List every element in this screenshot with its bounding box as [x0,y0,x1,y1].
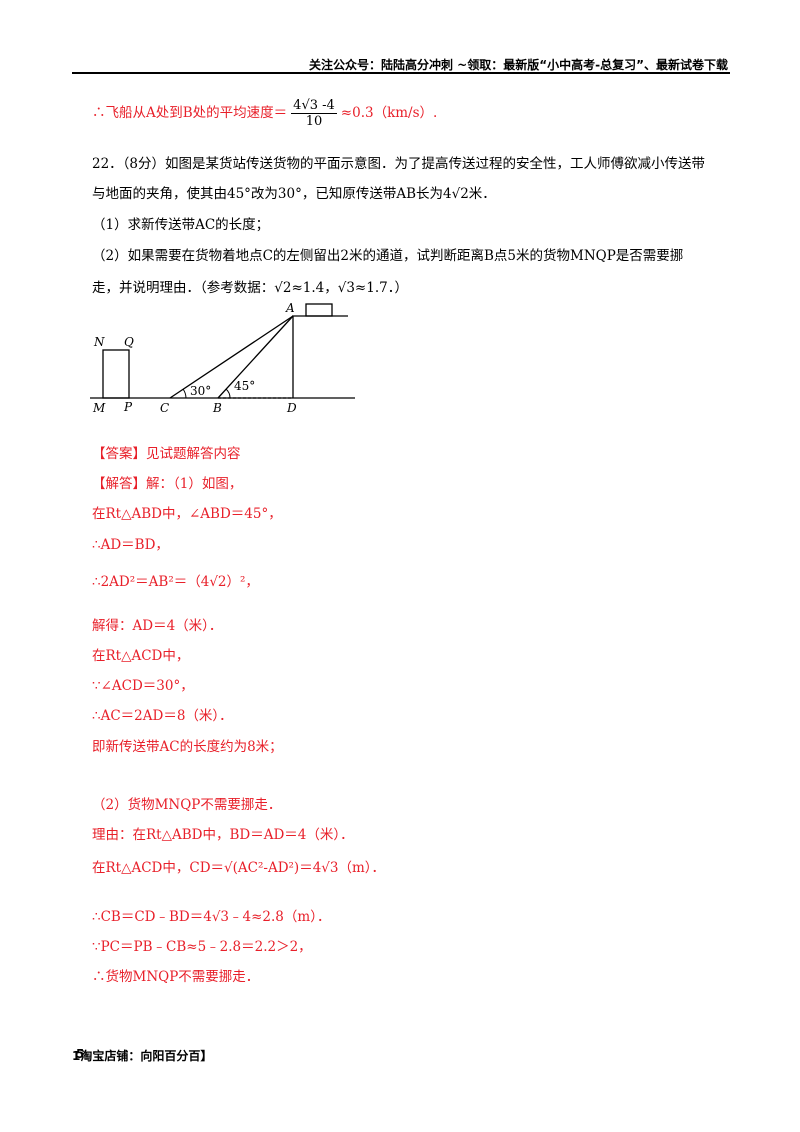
fraction-denominator: 10 [305,114,323,129]
solution-line-3: ∴2AD²＝AB²＝（4√2）²， [92,574,259,590]
cargo-mnqp [102,349,130,399]
angle-label-b: 45° [234,379,255,393]
answer-line: 【答案】见试题解答内容 [92,442,241,462]
label-p: P [123,400,133,414]
page-number: 5 [76,1047,85,1061]
speed-line: ∴飞船从A处到B处的平均速度＝ 4√3 -4 10 ≈0.3（km/s）. [92,98,437,129]
solution-tag: 【解答】 [92,476,146,492]
problem-line-1: 22．（8分）如图是某货站传送货物的平面示意图．为了提高传送过程的安全性，工人师… [92,156,706,172]
label-b: B [212,401,222,415]
solution-line-5: 在Rt△ACD中， [92,648,190,664]
label-m: M [92,401,106,415]
fraction-numerator: 4√3 -4 [291,98,337,114]
solution-line-8: 即新传送带AC的长度约为8米； [92,739,283,755]
solution-line-2: ∴AD＝BD， [92,537,169,553]
answer-tag: 【答案】 [92,446,146,462]
speed-fraction: 4√3 -4 10 [291,98,337,129]
label-q: Q [124,335,134,349]
solution-line-1: 在Rt△ABD中，∠ABD＝45°， [92,506,282,522]
solution-line-9: （2）货物MNQP不需要挪走． [92,797,282,813]
footer-text: 1淘宝店铺：向阳百分百】 [72,1049,213,1063]
label-n: N [93,335,105,349]
segment-ac [169,315,294,399]
speed-prefix: ∴飞船从A处到B处的平均速度＝ [92,105,288,121]
speed-suffix: ≈0.3（km/s）. [340,105,438,121]
label-c: C [160,401,169,415]
solution-text-0: 解：（1）如图， [146,476,243,492]
segment-ab [217,315,294,399]
label-d: D [286,401,297,415]
question-1: （1）求新传送带AC的长度； [92,217,270,233]
solution-line-4: 解得：AD＝4（米）． [92,618,223,634]
solution-line-0: 【解答】解：（1）如图， [92,472,242,492]
angle-arc-c [182,388,187,399]
question-2-line-2: 走，并说明理由．（参考数据：√2≈1.4，√3≈1.7．） [92,280,408,296]
header-divider [72,72,730,74]
angle-arc-b [225,388,231,399]
page-footer: 1淘宝店铺：向阳百分百】 5 [72,1047,212,1064]
solution-line-6: ∵∠ACD＝30°， [92,678,194,694]
solution-line-13: ∵PC＝PB﹣CB≈5﹣2.8＝2.2＞2， [92,939,312,955]
solution-line-11: 在Rt△ACD中，CD＝√(AC²-AD²)＝4√3（m）． [92,860,386,876]
solution-line-12: ∴CB＝CD﹣BD＝4√3﹣4≈2.8（m）． [92,909,331,925]
angle-label-c: 30° [190,384,211,398]
problem-line-2: 与地面的夹角，使其由45°改为30°，已知原传送带AB长为4√2米． [92,186,496,202]
solution-line-10: 理由：在Rt△ABD中，BD＝AD＝4（米）． [92,827,354,843]
answer-text: 见试题解答内容 [146,446,241,462]
conveyor-diagram: A N Q M P C B D 30° 45° [90,301,355,415]
page-header: 关注公众号：陆陆高分冲刺 ~领取：最新版“小中高考-总复习”、最新试卷下载 [309,58,728,72]
solution-line-14: ∴货物MNQP不需要挪走． [92,969,260,985]
label-a: A [285,301,295,315]
platform-box [305,303,333,317]
question-2-line-1: （2）如果需要在货物着地点C的左侧留出2米的通道，试判断距离B点5米的货物MNQ… [92,248,684,264]
solution-line-7: ∴AC＝2AD＝8（米）． [92,708,233,724]
